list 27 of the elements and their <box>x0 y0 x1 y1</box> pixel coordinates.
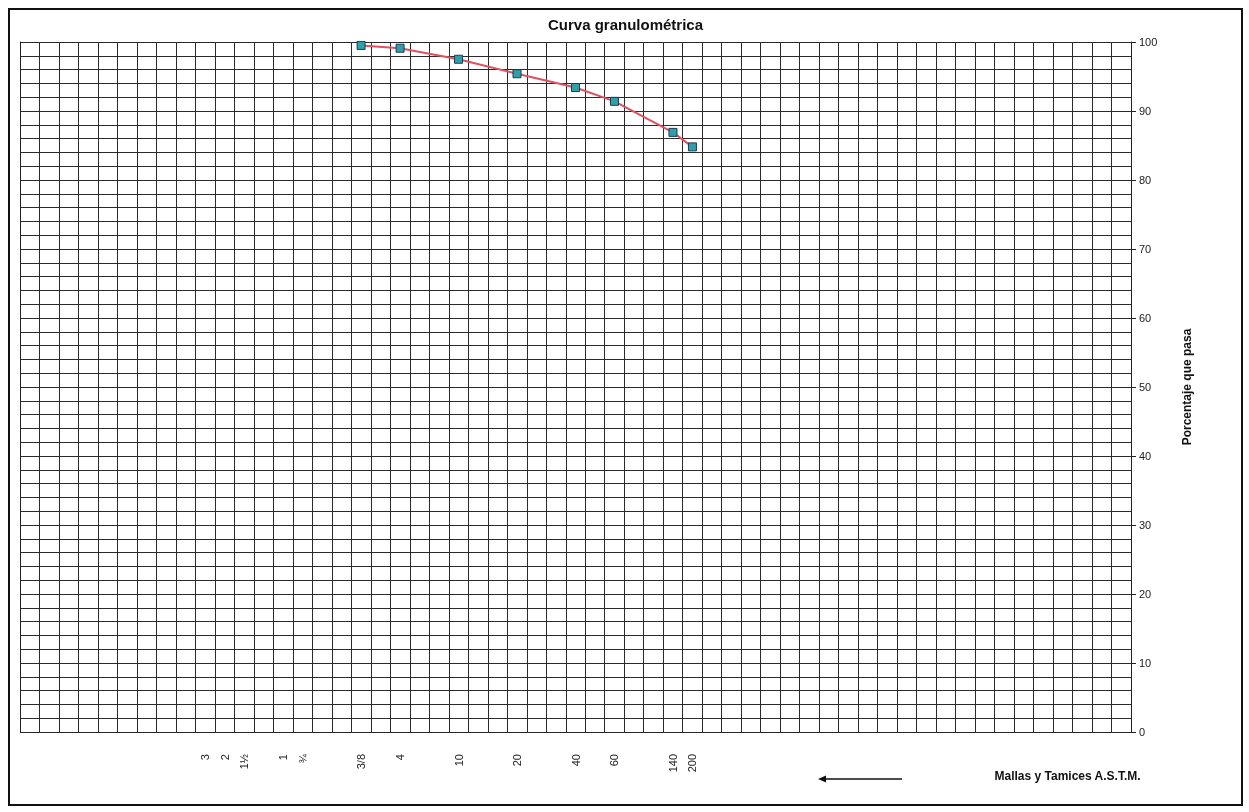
y-tick-label: 50 <box>1139 381 1152 393</box>
y-tick-label: 60 <box>1139 312 1152 324</box>
y-tick-label: 40 <box>1139 450 1152 462</box>
y-tick-label: 0 <box>1139 726 1146 738</box>
x-tick-label: 4 <box>394 754 407 761</box>
x-tick-label: 2 <box>218 754 231 761</box>
y-tick-label: 10 <box>1139 657 1152 669</box>
y-tick-label: 70 <box>1139 243 1152 255</box>
x-tick-label: 40 <box>569 754 582 767</box>
chart-title: Curva granulométrica <box>547 16 704 33</box>
x-tick-label: 1½ <box>238 754 251 770</box>
x-tick-label: 200 <box>686 754 699 773</box>
x-tick-label: 140 <box>666 754 679 773</box>
y-tick-label: 20 <box>1139 588 1152 600</box>
x-tick-label: 10 <box>452 754 465 767</box>
x-tick-label: 3 <box>199 754 212 761</box>
x-tick-label: 1 <box>277 754 290 761</box>
x-axis-title: Mallas y Tamices A.S.T.M. <box>994 769 1141 783</box>
y-tick-label: 100 <box>1139 36 1158 48</box>
x-tick-label: 60 <box>608 754 621 767</box>
x-tick-label: 20 <box>511 754 524 767</box>
y-tick-label: 30 <box>1139 519 1152 531</box>
y-axis-title: Porcentaje que pasa <box>1180 328 1194 446</box>
x-tick-label: 3/8 <box>355 754 368 770</box>
y-tick-label: 90 <box>1139 105 1152 117</box>
x-tick-label: ¾ <box>296 753 309 764</box>
y-tick-label: 80 <box>1139 174 1152 186</box>
